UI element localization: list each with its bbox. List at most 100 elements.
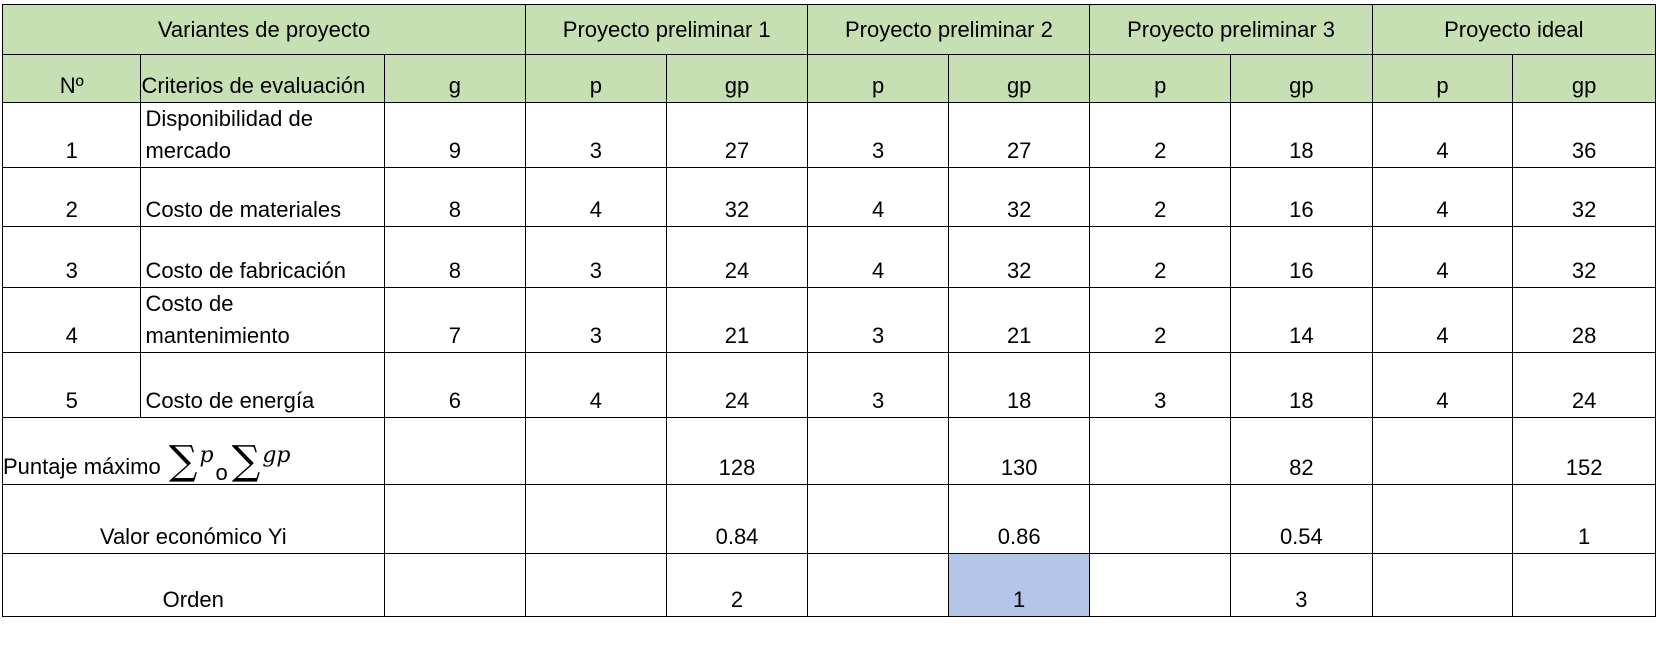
econ-value-p2: 0.86	[947, 484, 1091, 554]
row-no: 4	[1, 287, 142, 353]
col-p2-header: p	[807, 54, 949, 103]
col-gp4-header: gp	[1512, 54, 1656, 103]
row-gp3: 14	[1230, 287, 1373, 353]
row-no: 2	[1, 167, 142, 227]
empty-cell	[1371, 553, 1514, 617]
empty-cell	[807, 553, 949, 617]
row-p4: 4	[1371, 102, 1514, 168]
empty-cell	[383, 417, 527, 485]
project-1-header: Proyecto preliminar 1	[525, 4, 809, 55]
economic-value-row: Valor económico Yi 0.84 0.86 0.54 1	[2, 484, 1656, 554]
row-p2: 4	[807, 167, 949, 227]
row-gp2: 32	[947, 226, 1091, 288]
empty-cell	[1089, 484, 1232, 554]
row-gp1: 21	[665, 287, 809, 353]
row-p2: 3	[807, 287, 949, 353]
order-p3: 3	[1230, 553, 1373, 617]
empty-cell	[525, 417, 667, 485]
col-p4-header: p	[1371, 54, 1514, 103]
table-row: 3 Costo de fabricación 8 3 24 4 32 2 16 …	[1, 226, 1656, 288]
row-p2: 4	[807, 226, 949, 288]
row-p3: 2	[1089, 287, 1232, 353]
row-p2: 3	[807, 352, 949, 418]
row-gp4: 24	[1512, 352, 1656, 418]
empty-cell	[1089, 417, 1232, 485]
table-row: 2 Costo de materiales 8 4 32 4 32 2 16 4…	[1, 167, 1656, 227]
row-gp2: 21	[947, 287, 1091, 353]
max-score-p3: 82	[1230, 417, 1373, 485]
econ-value-ideal: 1	[1512, 484, 1656, 554]
table-row: 5 Costo de energía 6 4 24 3 18 3 18 4 24	[1, 352, 1656, 418]
row-criteria: Costo de materiales	[140, 167, 385, 227]
order-p1: 2	[665, 553, 809, 617]
formula-or: o	[215, 460, 228, 485]
row-gp3: 16	[1230, 226, 1373, 288]
order-p2-highlighted: 1	[947, 553, 1091, 617]
row-gp1: 32	[665, 167, 809, 227]
row-p4: 4	[1371, 352, 1514, 418]
table-row: 1 Disponibilidad de mercado 9 3 27 3 27 …	[1, 102, 1656, 168]
col-g-header: g	[383, 54, 527, 103]
row-p1: 4	[525, 352, 667, 418]
row-p3: 2	[1089, 102, 1232, 168]
empty-cell	[1089, 553, 1232, 617]
row-gp2: 32	[947, 167, 1091, 227]
max-score-p1: 128	[665, 417, 809, 485]
empty-cell	[1371, 417, 1514, 485]
row-p4: 4	[1371, 226, 1514, 288]
row-g: 7	[383, 287, 527, 353]
sigma-symbol: ∑	[168, 438, 198, 484]
empty-cell	[383, 484, 527, 554]
row-p2: 3	[807, 102, 949, 168]
col-gp1-header: gp	[665, 54, 809, 103]
row-criteria: Costo de energía	[140, 352, 385, 418]
empty-cell	[525, 553, 667, 617]
formula-p: p	[199, 443, 214, 468]
row-p1: 3	[525, 287, 667, 353]
empty-cell	[807, 417, 949, 485]
col-gp2-header: gp	[947, 54, 1091, 103]
row-p1: 3	[525, 102, 667, 168]
empty-cell	[383, 553, 527, 617]
empty-cell	[807, 484, 949, 554]
max-score-label-cell: Puntaje máximo ∑ p o ∑ gp	[2, 417, 385, 485]
row-gp2: 18	[947, 352, 1091, 418]
col-criteria-header: Criterios de evaluación	[140, 54, 385, 103]
row-p1: 4	[525, 167, 667, 227]
row-p3: 2	[1089, 167, 1232, 227]
col-p1-header: p	[525, 54, 667, 103]
formula-gp: gp	[262, 443, 291, 468]
row-criteria: Costo de mantenimiento	[140, 287, 385, 353]
row-g: 6	[383, 352, 527, 418]
max-score-ideal: 152	[1512, 417, 1656, 485]
row-criteria: Disponibilidad de mercado	[140, 102, 385, 168]
empty-cell	[525, 484, 667, 554]
row-gp4: 32	[1512, 167, 1656, 227]
order-label: Orden	[2, 553, 385, 617]
table-row: 4 Costo de mantenimiento 7 3 21 3 21 2 1…	[1, 287, 1656, 353]
row-p3: 3	[1089, 352, 1232, 418]
row-criteria: Costo de fabricación	[140, 226, 385, 288]
max-score-label: Puntaje máximo	[3, 454, 161, 479]
row-p4: 4	[1371, 167, 1514, 227]
col-gp3-header: gp	[1230, 54, 1373, 103]
sigma-symbol: ∑	[231, 438, 261, 484]
row-no: 5	[1, 352, 142, 418]
econ-value-p1: 0.84	[665, 484, 809, 554]
row-no: 1	[1, 102, 142, 168]
row-gp3: 18	[1230, 102, 1373, 168]
empty-cell	[1371, 484, 1514, 554]
row-g: 8	[383, 226, 527, 288]
row-gp4: 32	[1512, 226, 1656, 288]
row-gp1: 24	[665, 226, 809, 288]
variants-header: Variantes de proyecto	[1, 4, 527, 55]
max-score-p2: 130	[947, 417, 1091, 485]
col-no-header: Nº	[1, 54, 142, 103]
row-gp1: 24	[665, 352, 809, 418]
sum-formula: ∑ p o ∑ gp	[167, 438, 291, 485]
project-3-header: Proyecto preliminar 3	[1089, 4, 1373, 55]
row-gp1: 27	[665, 102, 809, 168]
row-no: 3	[1, 226, 142, 288]
project-ideal-header: Proyecto ideal	[1371, 4, 1656, 55]
row-p1: 3	[525, 226, 667, 288]
